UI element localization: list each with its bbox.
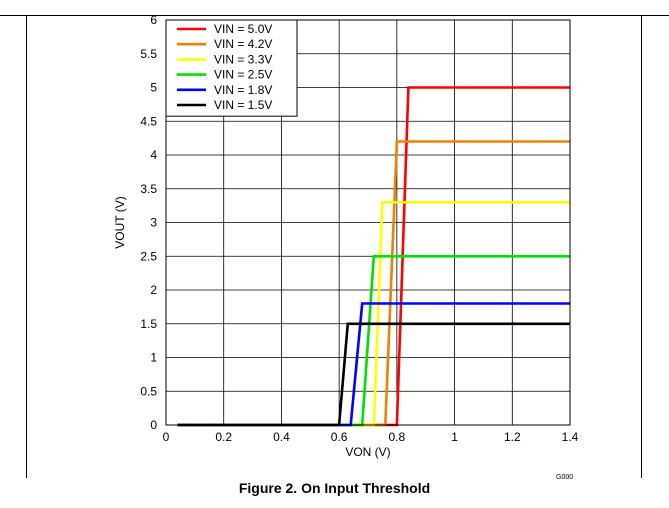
y-tick-label: 0.5	[140, 384, 157, 398]
tick-labels: 0 0.2 0.4 0.6 0.8 1 1.2 1.4 0 0.5 1 1.5 2 2.5 3 3.5 4 4.5…	[140, 13, 578, 444]
x-tick-label: 0.8	[389, 430, 406, 444]
y-tick-label: 3	[150, 216, 157, 230]
x-tick-label: 1	[451, 430, 458, 444]
top-rule	[0, 15, 669, 16]
y-tick-label: 0	[150, 418, 157, 432]
legend-label: VIN = 1.5V	[214, 98, 272, 112]
legend-label: VIN = 4.2V	[214, 37, 272, 51]
series-line-1	[177, 140, 570, 427]
legend-label: VIN = 2.5V	[214, 68, 272, 82]
x-axis-label: VON (V)	[345, 445, 390, 459]
x-tick-label: 0.2	[215, 430, 232, 444]
y-tick-label: 1.5	[140, 317, 157, 331]
legend-label: VIN = 5.0V	[214, 22, 272, 36]
y-tick-label: 2	[150, 283, 157, 297]
y-tick-label: 5.5	[140, 47, 157, 61]
x-tick-label: 0.4	[273, 430, 290, 444]
figure-caption: Figure 2. On Input Threshold	[238, 480, 431, 496]
legend-label: VIN = 1.8V	[214, 83, 272, 97]
y-tick-label: 4	[150, 148, 157, 162]
y-axis-label: VOUT (V)	[113, 196, 127, 248]
x-tick-label: 0	[163, 430, 170, 444]
y-tick-label: 1	[150, 351, 157, 365]
legend-label: VIN = 3.3V	[214, 52, 272, 66]
y-tick-label: 4.5	[140, 114, 157, 128]
legend-box	[165, 19, 298, 117]
x-tick-label: 1.4	[562, 430, 579, 444]
plot-frame	[165, 19, 571, 426]
y-tick-label: 6	[150, 13, 157, 27]
x-tick-label: 0.6	[331, 430, 348, 444]
x-tick-label: 1.2	[504, 430, 521, 444]
graph-code: G000	[556, 474, 574, 481]
y-tick-label: 5	[150, 81, 157, 95]
y-tick-label: 2.5	[140, 249, 157, 263]
left-rule	[26, 15, 27, 478]
y-tick-label: 3.5	[140, 182, 157, 196]
right-rule	[641, 15, 642, 478]
